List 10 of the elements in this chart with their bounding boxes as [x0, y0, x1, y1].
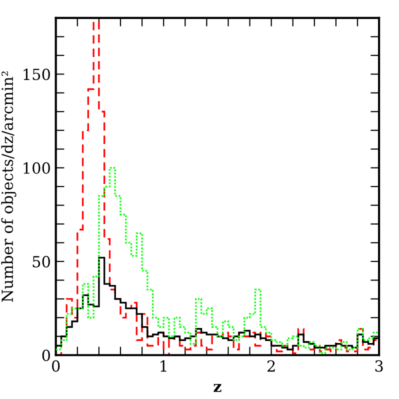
y-axis-title: Number of objects/dz/arcmin² [1, 71, 16, 302]
x-axis-title: z [214, 384, 222, 392]
y-tick-label: 0 [42, 350, 50, 362]
y-tick-label: 150 [24, 68, 50, 80]
y-tick-label: 50 [32, 256, 50, 268]
x-tick-label: 1 [160, 360, 166, 372]
x-tick-label: 2 [267, 360, 275, 372]
y-tick-label: 100 [24, 162, 50, 174]
x-tick-label: 0 [52, 360, 60, 372]
x-tick-label: 3 [375, 360, 383, 372]
